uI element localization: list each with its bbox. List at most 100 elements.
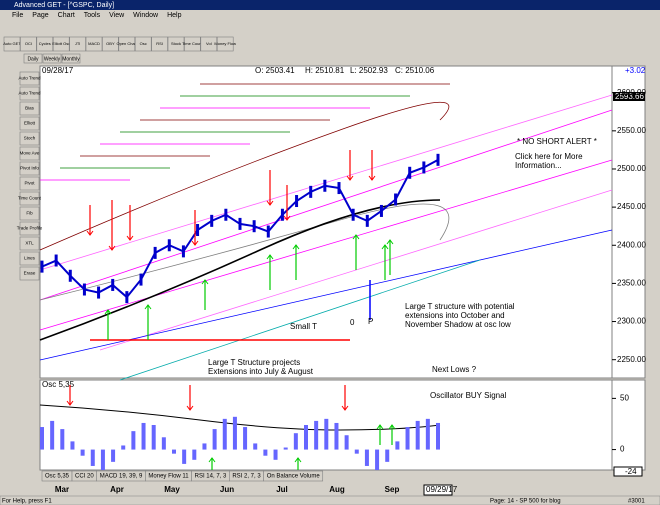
tool-button[interactable] (19, 131, 40, 146)
info-text[interactable]: Click here for More Information... (515, 152, 583, 170)
tool-label[interactable]: Elliott (24, 121, 36, 126)
indicator-tab-label[interactable]: MACD 19, 39, 9 (100, 474, 143, 480)
tool-label[interactable]: Time Count (18, 196, 42, 201)
tool-button[interactable] (19, 206, 40, 221)
toolbar-label[interactable]: RSI (156, 41, 163, 46)
tab-label[interactable]: Daily (27, 56, 39, 62)
tab-label[interactable]: Monthly (62, 56, 80, 62)
toolbar-label[interactable]: MACD (88, 41, 100, 46)
toolbar-label[interactable]: JTI (75, 41, 81, 46)
indicator-tab-label[interactable]: Money Flow 11 (148, 474, 189, 480)
tool-button[interactable] (19, 266, 40, 281)
tool-button[interactable] (19, 116, 40, 131)
tool-label[interactable]: Bias (25, 106, 35, 111)
toolbar-label[interactable]: Open Chart (116, 41, 138, 46)
tool-button[interactable] (19, 71, 40, 86)
menu-item[interactable]: Help (167, 12, 182, 19)
osc-axis (611, 379, 646, 471)
toolbar-button[interactable] (69, 36, 86, 52)
tool-label[interactable]: Move Ave (20, 151, 40, 156)
osc-bar (232, 416, 237, 450)
toolbar-label[interactable]: OCI (25, 41, 32, 46)
arrow-head (292, 244, 300, 250)
osc-bar (253, 443, 258, 450)
toolbar-button[interactable] (167, 36, 185, 52)
tool-label[interactable]: Lines (24, 256, 36, 261)
indicator-tab[interactable] (263, 470, 324, 482)
tool-button[interactable] (19, 221, 40, 236)
menu-item[interactable]: Window (133, 12, 159, 19)
tool-label[interactable]: Fib (26, 211, 33, 216)
osc-bar (334, 422, 339, 450)
toolbar-button[interactable] (118, 36, 136, 52)
toolbar-label[interactable]: Stock (171, 41, 181, 46)
indicator-tab-label[interactable]: RSI 2, 7, 3 (232, 474, 261, 480)
menu-item[interactable]: Page (32, 12, 48, 19)
toolbar-button[interactable] (20, 36, 37, 52)
osc-tick-label: 50 (620, 393, 629, 402)
toolbar-label[interactable]: Elliott Osc (52, 41, 70, 46)
toolbar-button[interactable] (102, 36, 119, 52)
menu-item[interactable]: View (109, 12, 125, 19)
tool-button[interactable] (19, 101, 40, 116)
toolbar-label[interactable]: Osc (140, 41, 147, 46)
tool-label[interactable]: Auto Trend (18, 76, 41, 81)
tool-label[interactable]: Auto Trend (18, 91, 41, 96)
menu-item[interactable]: Chart (58, 12, 75, 19)
tool-button[interactable] (19, 191, 40, 206)
tab-label[interactable]: Weekly (44, 56, 61, 62)
tool-button[interactable] (19, 176, 40, 191)
osc-bar (415, 420, 420, 450)
tool-button[interactable] (19, 86, 40, 101)
toolbar-label[interactable]: Vol (206, 41, 212, 46)
arrow-head (376, 424, 384, 430)
toolbar-label[interactable]: OBY (106, 41, 115, 46)
osc-bar (222, 418, 227, 450)
status-code: #3001 (628, 499, 645, 505)
tool-label[interactable]: XTL (25, 241, 34, 246)
toolbar-label[interactable]: Cycles (39, 41, 51, 46)
toolbar-button[interactable] (3, 36, 21, 52)
osc-bar (375, 449, 380, 471)
osc-bar (172, 449, 176, 454)
price-bar (365, 214, 369, 227)
tool-label[interactable]: Erase (24, 271, 36, 276)
indicator-tab-label[interactable]: Osc 5,35 (45, 474, 70, 480)
tool-label[interactable]: Stoch (24, 136, 36, 141)
toolbar-button[interactable] (200, 36, 218, 52)
toolbar-button[interactable] (36, 36, 54, 52)
info-link[interactable]: Click here for More Information... (515, 152, 590, 174)
tool-button[interactable] (19, 236, 40, 251)
arrow-head (104, 309, 112, 315)
tool-label[interactable]: Trade Profile (17, 226, 43, 231)
tab[interactable] (23, 53, 43, 64)
tab[interactable] (61, 53, 81, 64)
note-box: Large T structure with potential extensi… (405, 302, 515, 329)
menu-item[interactable]: File (12, 12, 23, 19)
toolbar-button[interactable] (52, 36, 70, 52)
menu-item[interactable]: Tools (84, 12, 101, 19)
toolbar-button[interactable] (184, 36, 201, 52)
tool-button[interactable] (19, 161, 40, 176)
price-bar (224, 208, 228, 221)
toolbar-label[interactable]: Auto GET (3, 41, 21, 46)
indicator-tab-label[interactable]: On Balance Volume (267, 474, 321, 480)
indicator-tab-label[interactable]: CCI 20 (75, 474, 94, 480)
toolbar-label[interactable]: Money Flow (214, 41, 236, 46)
tab[interactable] (42, 53, 62, 64)
toolbar-button[interactable] (134, 36, 152, 52)
tool-button[interactable] (19, 251, 40, 266)
toolbar-button[interactable] (216, 36, 234, 52)
y-tick-label: 2300.00 (617, 317, 646, 326)
toolbar-button[interactable] (151, 36, 168, 52)
toolbar-button[interactable] (85, 36, 103, 52)
toolbar-label[interactable]: Time Count (182, 41, 203, 46)
tool-button[interactable] (19, 146, 40, 161)
osc-bar (70, 441, 75, 450)
indicator-tab-label[interactable]: RSI 14, 7, 3 (195, 474, 227, 480)
tool-label[interactable]: Pivot (24, 181, 35, 186)
price-bar (54, 254, 58, 267)
tool-label[interactable]: Pivot Info (20, 166, 39, 171)
y-tick-label: 2400.00 (617, 240, 646, 249)
osc-bar (121, 445, 126, 450)
